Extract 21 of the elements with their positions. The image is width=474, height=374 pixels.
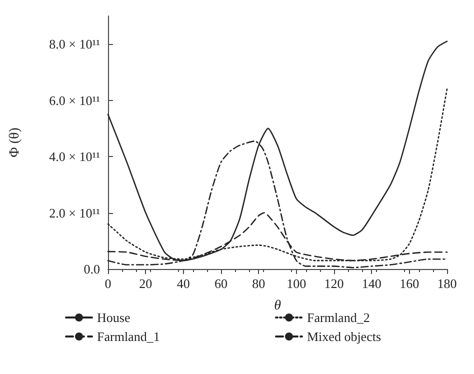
y-tick-label: 4.0 × 10¹¹ <box>49 149 100 164</box>
x-tick-label: 20 <box>139 276 152 291</box>
x-tick-label: 80 <box>252 276 266 291</box>
x-tick-label: 60 <box>214 276 228 291</box>
x-tick-label: 180 <box>437 276 457 291</box>
x-tick-label: 40 <box>176 276 190 291</box>
x-axis-title: θ <box>274 298 282 314</box>
x-tick-label: 100 <box>286 276 306 291</box>
legend-label: Mixed objects <box>307 329 382 344</box>
x-tick-label: 0 <box>104 276 112 291</box>
y-tick-label: 2.0 × 10¹¹ <box>49 205 100 220</box>
y-tick-label: 6.0 × 10¹¹ <box>49 92 100 108</box>
y-tick-label: 8.0 × 10¹¹ <box>49 36 100 52</box>
legend-label: Farmland_1 <box>97 329 160 344</box>
x-tick-label: 140 <box>362 276 382 291</box>
x-tick-label: 160 <box>400 276 420 291</box>
y-tick-label: 0.0 <box>84 262 100 276</box>
x-tick-label: 120 <box>324 276 344 291</box>
legend-label: House <box>97 310 130 325</box>
y-axis-title: Φ (θ) <box>8 127 22 158</box>
legend-label: Farmland_2 <box>307 310 370 325</box>
